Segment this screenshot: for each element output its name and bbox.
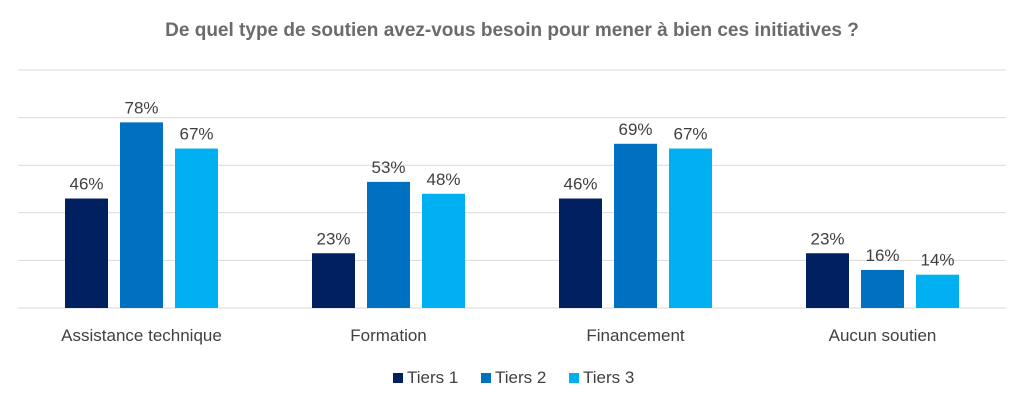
data-label: 48% (426, 170, 460, 189)
gridlines (18, 69, 1006, 309)
data-label: 23% (316, 229, 350, 248)
data-labels: 46% 78% 67% 23% 53% 48% 46% 69% 67% 23% 16% 14% (69, 98, 954, 269)
legend-label: Tiers 2 (495, 368, 546, 387)
bar-1-3 (559, 198, 602, 308)
category-label: Financement (586, 326, 685, 345)
bars (65, 122, 959, 308)
bar-3-1 (175, 148, 218, 308)
bar-3-4 (916, 274, 959, 308)
data-label: 69% (618, 120, 652, 139)
category-label: Assistance technique (61, 326, 222, 345)
data-label: 23% (810, 229, 844, 248)
data-label: 53% (371, 158, 405, 177)
legend-label: Tiers 3 (583, 368, 634, 387)
bar-1-2 (312, 253, 355, 308)
category-labels: Assistance technique Formation Financement… (61, 326, 936, 345)
bar-3-2 (422, 193, 465, 308)
bar-2-1 (120, 122, 163, 308)
legend-swatch (393, 373, 403, 383)
data-label: 67% (179, 125, 213, 144)
bar-2-2 (367, 181, 410, 308)
bar-1-4 (806, 253, 849, 308)
data-label: 78% (124, 98, 158, 117)
bar-1-1 (65, 198, 108, 308)
data-label: 46% (563, 175, 597, 194)
data-label: 46% (69, 175, 103, 194)
legend-swatch (481, 373, 491, 383)
legend: Tiers 1 Tiers 2 Tiers 3 (393, 368, 634, 387)
data-label: 14% (920, 251, 954, 270)
bar-3-3 (669, 148, 712, 308)
legend-swatch (569, 373, 579, 383)
data-label: 16% (865, 246, 899, 265)
chart-title: De quel type de soutien avez-vous besoin… (165, 20, 859, 41)
category-label: Formation (350, 326, 427, 345)
bar-2-3 (614, 143, 657, 308)
category-label: Aucun soutien (829, 326, 937, 345)
bar-2-4 (861, 269, 904, 308)
legend-label: Tiers 1 (407, 368, 458, 387)
data-label: 67% (673, 125, 707, 144)
